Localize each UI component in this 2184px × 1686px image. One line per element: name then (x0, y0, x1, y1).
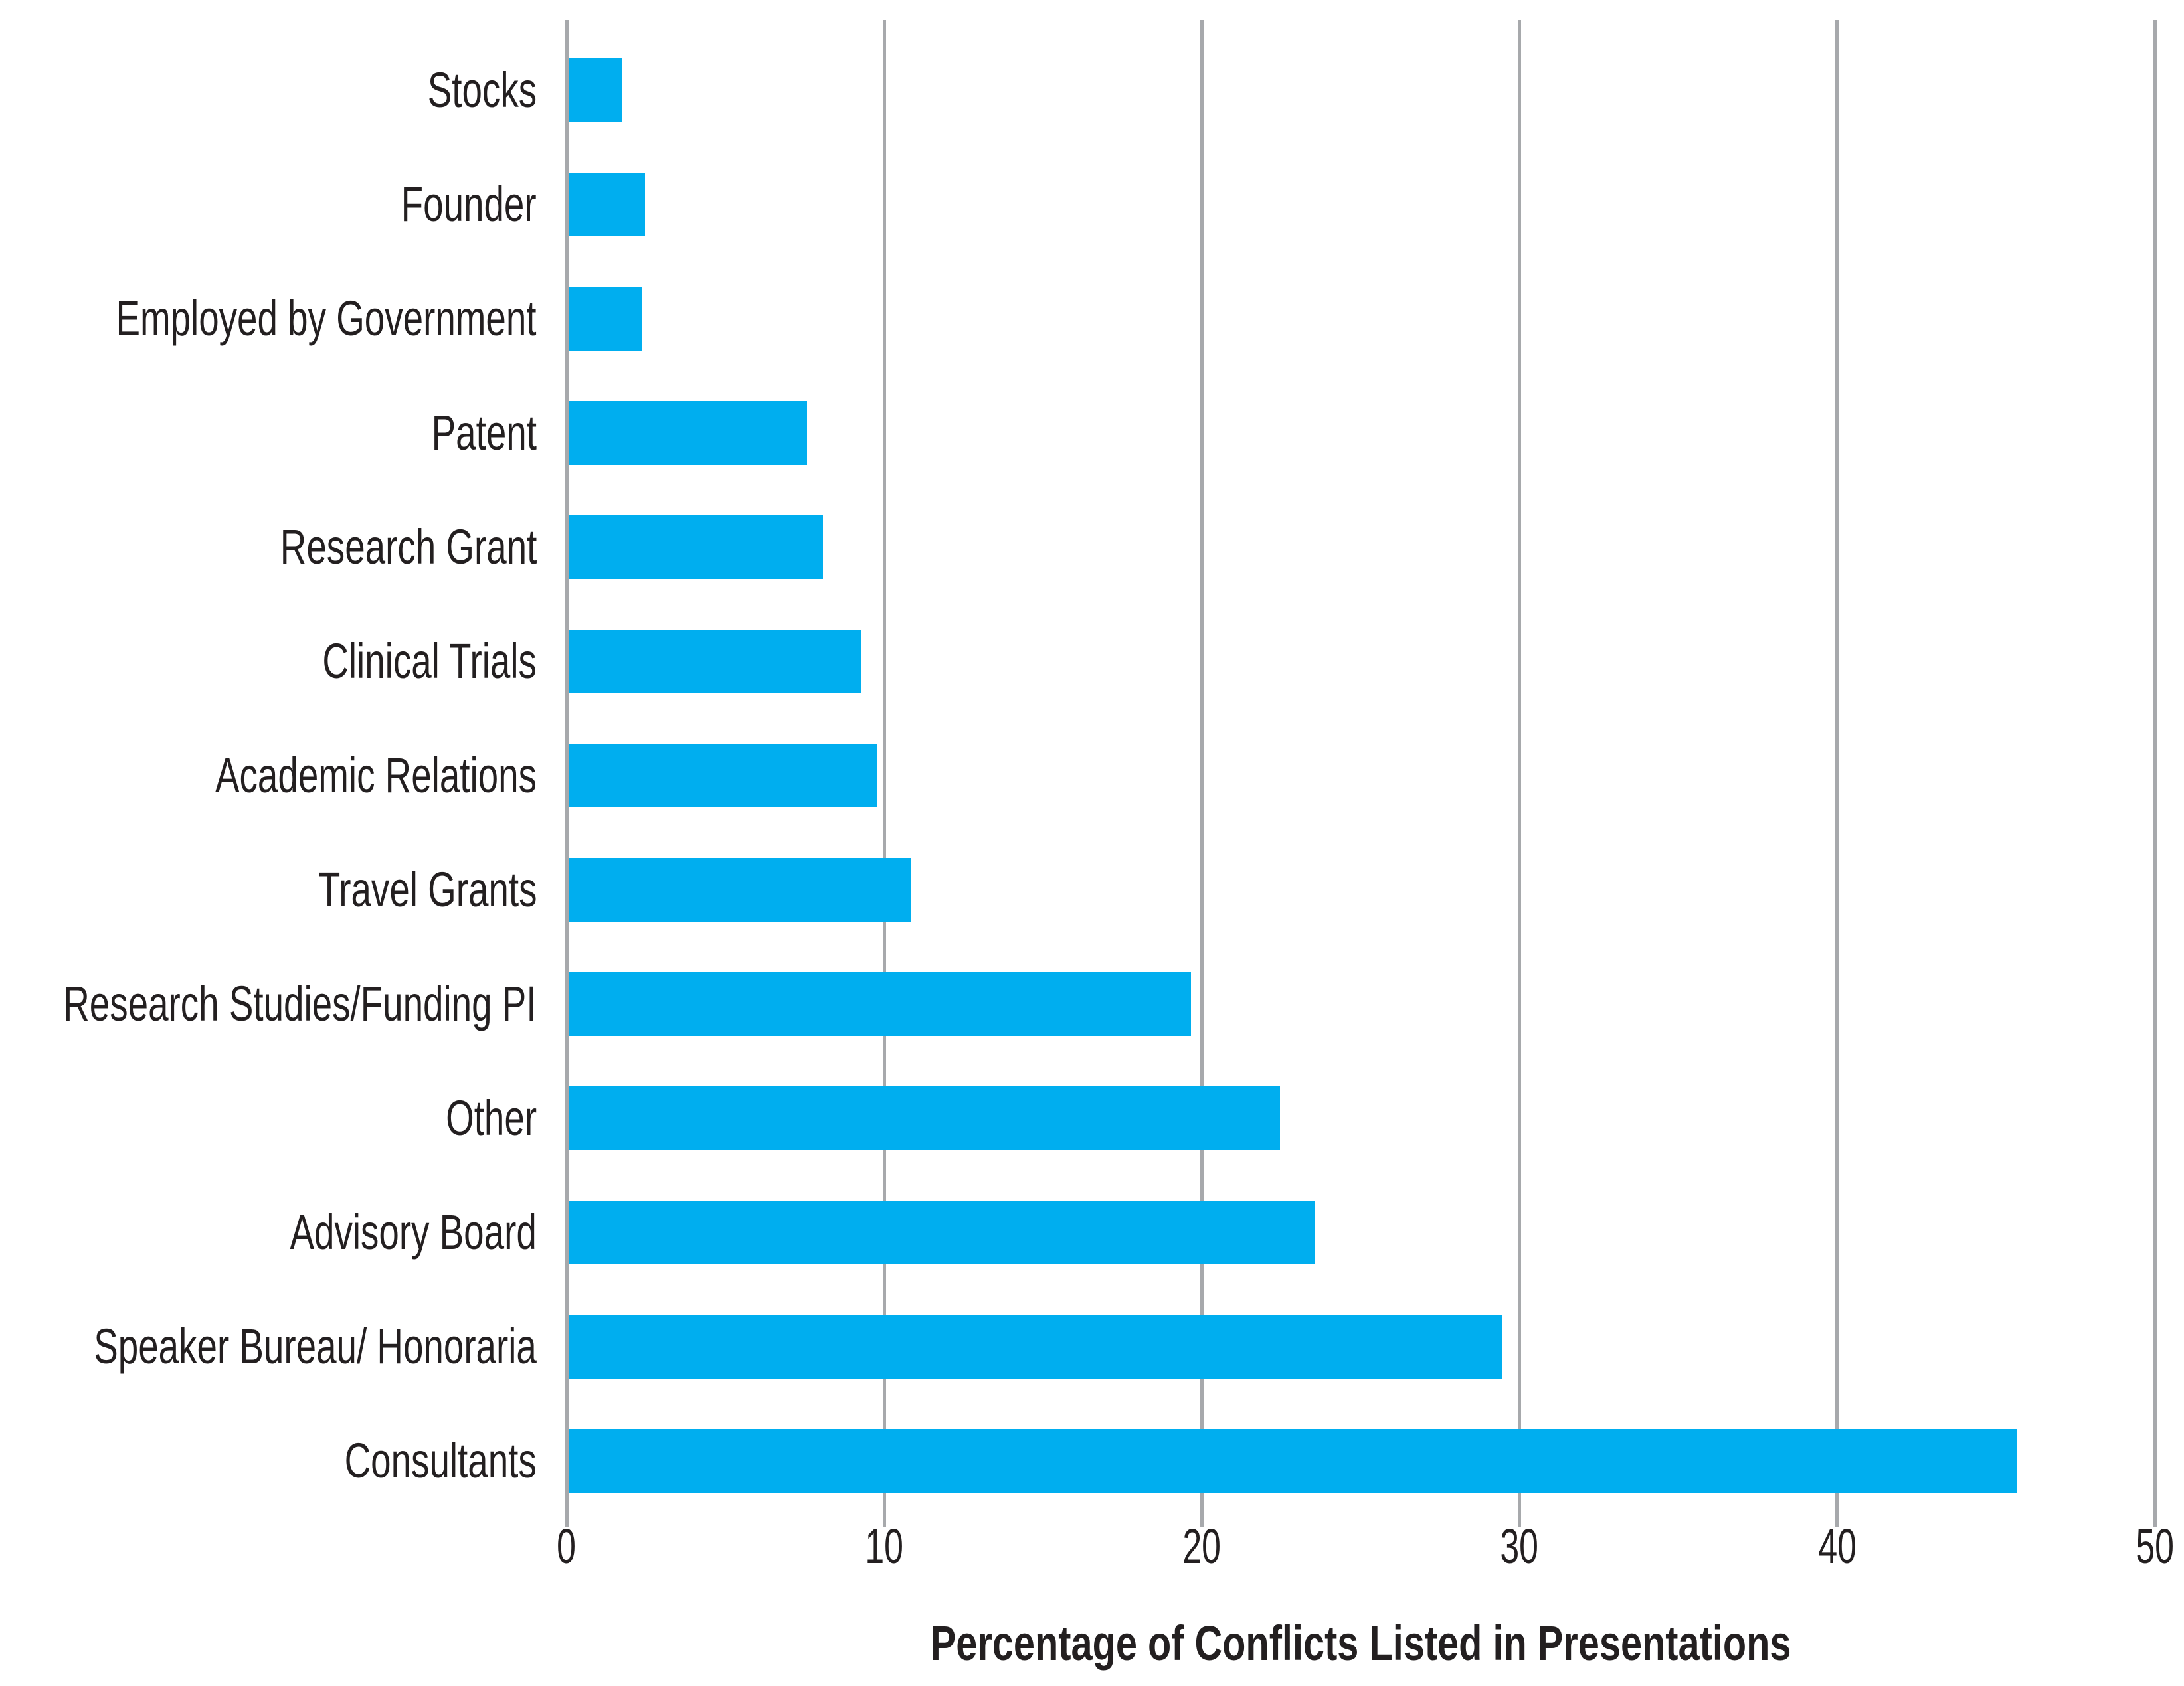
x-axis-title: Percentage of Conflicts Listed in Presen… (567, 1619, 2155, 1668)
category-label-advisory-board: Advisory Board (0, 1175, 537, 1290)
x-tick-label-text: 20 (1182, 1519, 1222, 1574)
gridline-x-10 (882, 20, 886, 1527)
y-axis-line (565, 20, 569, 1527)
x-tick-label-40: 40 (1758, 1522, 1917, 1571)
x-axis-title-text: Percentage of Conflicts Listed in Presen… (930, 1616, 1791, 1671)
category-label-text: Consultants (344, 1433, 537, 1488)
category-label-text: Patent (431, 405, 537, 460)
bar-academic-relations (569, 744, 877, 807)
bar-employed-by-government (569, 287, 642, 351)
category-label-text: Research Grant (280, 519, 537, 574)
x-tick-label-30: 30 (1440, 1522, 1599, 1571)
x-tick-label-text: 40 (1817, 1519, 1857, 1574)
category-label-speaker-bureau-honoraria: Speaker Bureau/ Honoraria (0, 1290, 537, 1404)
gridline-x-20 (1200, 20, 1204, 1527)
category-label-text: Other (446, 1090, 537, 1145)
category-label-text: Research Studies/Funding PI (63, 976, 537, 1031)
category-label-text: Stocks (427, 62, 537, 118)
bar-speaker-bureau-honoraria (569, 1315, 1502, 1379)
bar-clinical-trials (569, 630, 861, 693)
bar-research-grant (569, 515, 823, 579)
bar-research-studies-funding-pi (569, 972, 1192, 1036)
category-label-patent: Patent (0, 376, 537, 490)
gridline-x-50 (2153, 20, 2157, 1527)
category-label-text: Travel Grants (318, 862, 537, 917)
category-label-text: Academic Relations (215, 748, 537, 803)
bar-travel-grants (569, 858, 912, 922)
x-tick-label-text: 30 (1500, 1519, 1539, 1574)
x-tick-label-20: 20 (1122, 1522, 1281, 1571)
category-label-travel-grants: Travel Grants (0, 833, 537, 947)
category-label-text: Speaker Bureau/ Honoraria (94, 1319, 537, 1374)
x-tick-label-0: 0 (487, 1522, 646, 1571)
x-tick-label-text: 10 (865, 1519, 903, 1574)
x-tick-label-10: 10 (804, 1522, 964, 1571)
category-label-text: Founder (401, 177, 537, 232)
x-tick-label-text: 0 (557, 1519, 577, 1574)
category-label-employed-by-government: Employed by Government (0, 262, 537, 376)
bar-founder (569, 173, 645, 236)
category-label-clinical-trials: Clinical Trials (0, 604, 537, 718)
bar-advisory-board (569, 1201, 1315, 1264)
bar-patent (569, 401, 807, 465)
category-label-research-grant: Research Grant (0, 490, 537, 604)
category-label-text: Advisory Board (290, 1205, 537, 1260)
bar-consultants (569, 1429, 2017, 1493)
x-tick-label-50: 50 (2075, 1522, 2184, 1571)
bar-other (569, 1086, 1281, 1150)
category-label-founder: Founder (0, 147, 537, 262)
category-label-other: Other (0, 1061, 537, 1175)
category-label-text: Clinical Trials (322, 633, 537, 689)
bar-stocks (569, 58, 623, 122)
category-label-research-studies-funding-pi: Research Studies/Funding PI (0, 947, 537, 1061)
gridline-x-40 (1835, 20, 1839, 1527)
category-label-stocks: Stocks (0, 33, 537, 147)
gridline-x-30 (1518, 20, 1522, 1527)
category-label-text: Employed by Government (116, 291, 537, 346)
x-tick-label-text: 50 (2136, 1519, 2174, 1574)
category-label-academic-relations: Academic Relations (0, 718, 537, 833)
category-label-consultants: Consultants (0, 1404, 537, 1518)
